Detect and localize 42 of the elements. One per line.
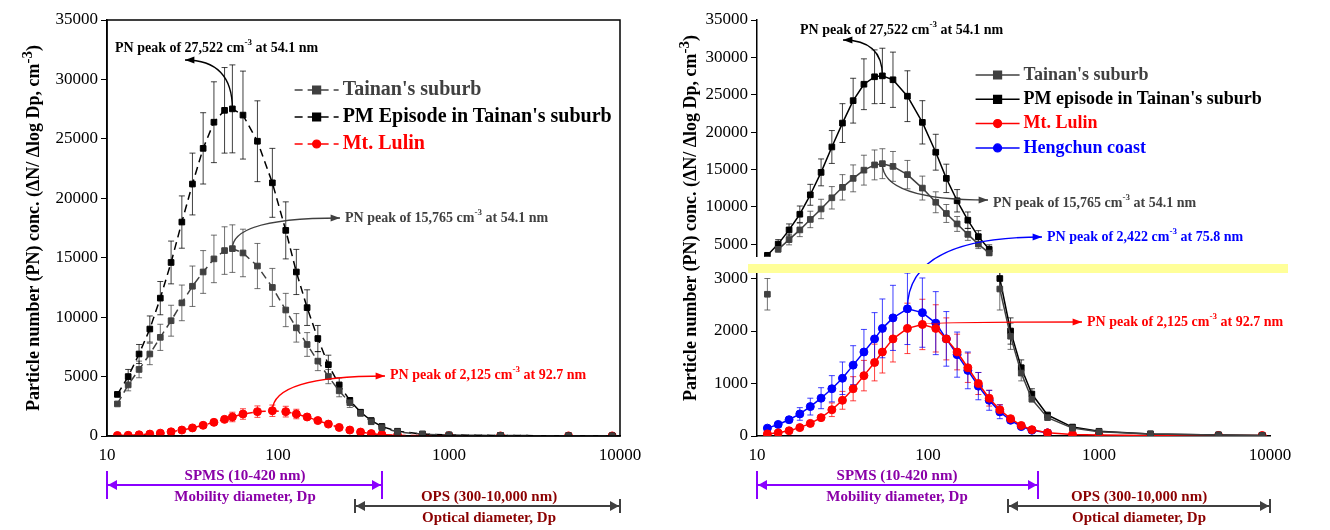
y-tick-label: 2000 [714,320,748,340]
x-tick-label: 100 [915,444,941,464]
y-tick-label: 1000 [714,372,748,392]
y-tick-label: 35000 [705,9,748,29]
text: SPMS (10-420 nm) [184,466,306,484]
y-tick-label: 0 [739,425,748,445]
y-tick-label: 30000 [705,46,748,66]
x-tick-label: 10 [98,444,116,464]
y-tick-label: 10000 [55,306,98,326]
text: SPMS (10-420 nm) [836,466,958,484]
y-tick-label: 5000 [714,233,748,253]
text: Optical diameter, Dp [1071,508,1207,525]
text: Mobility diameter, Dp [174,487,316,504]
x-tick-label: 1000 [432,444,466,464]
y-tick-label: 15000 [705,158,748,178]
y-tick-label: 20000 [55,187,98,207]
legend-label: Hengchun coast [1023,136,1147,157]
y-tick-label: 30000 [55,68,98,88]
y-tick-label: 25000 [705,84,748,104]
y-tick-label: 3000 [714,267,748,287]
legend-label: Tainan's suburb [1023,63,1149,84]
y-tick-label: 25000 [55,128,98,148]
text: OPS (300-10,000 nm) [1070,487,1208,505]
y-tick-label: 0 [89,425,98,445]
legend-label: Mt. Lulin [342,131,425,154]
y-tick-label: 5000 [64,366,98,386]
legend-label: Tainan's suburb [342,77,482,100]
legend-label: Mt. Lulin [1023,112,1098,133]
text: Optical diameter, Dp [421,508,557,525]
x-tick-label: 1000 [1082,444,1116,464]
y-tick-label: 15000 [55,247,98,267]
y-tick-label: 10000 [705,196,748,216]
text: OPS (300-10,000 nm) [420,487,558,505]
x-tick-label: 10000 [598,444,642,464]
text: Mobility diameter, Dp [826,487,968,504]
y-tick-label: 35000 [55,9,98,29]
legend-label: PM episode in Tainan's suburb [1023,87,1262,108]
x-tick-label: 10000 [1248,444,1292,464]
y-tick-label: 20000 [705,121,748,141]
x-tick-label: 10 [748,444,766,464]
legend-label: PM Episode in Tainan's suburb [342,104,612,128]
x-tick-label: 100 [265,444,291,464]
